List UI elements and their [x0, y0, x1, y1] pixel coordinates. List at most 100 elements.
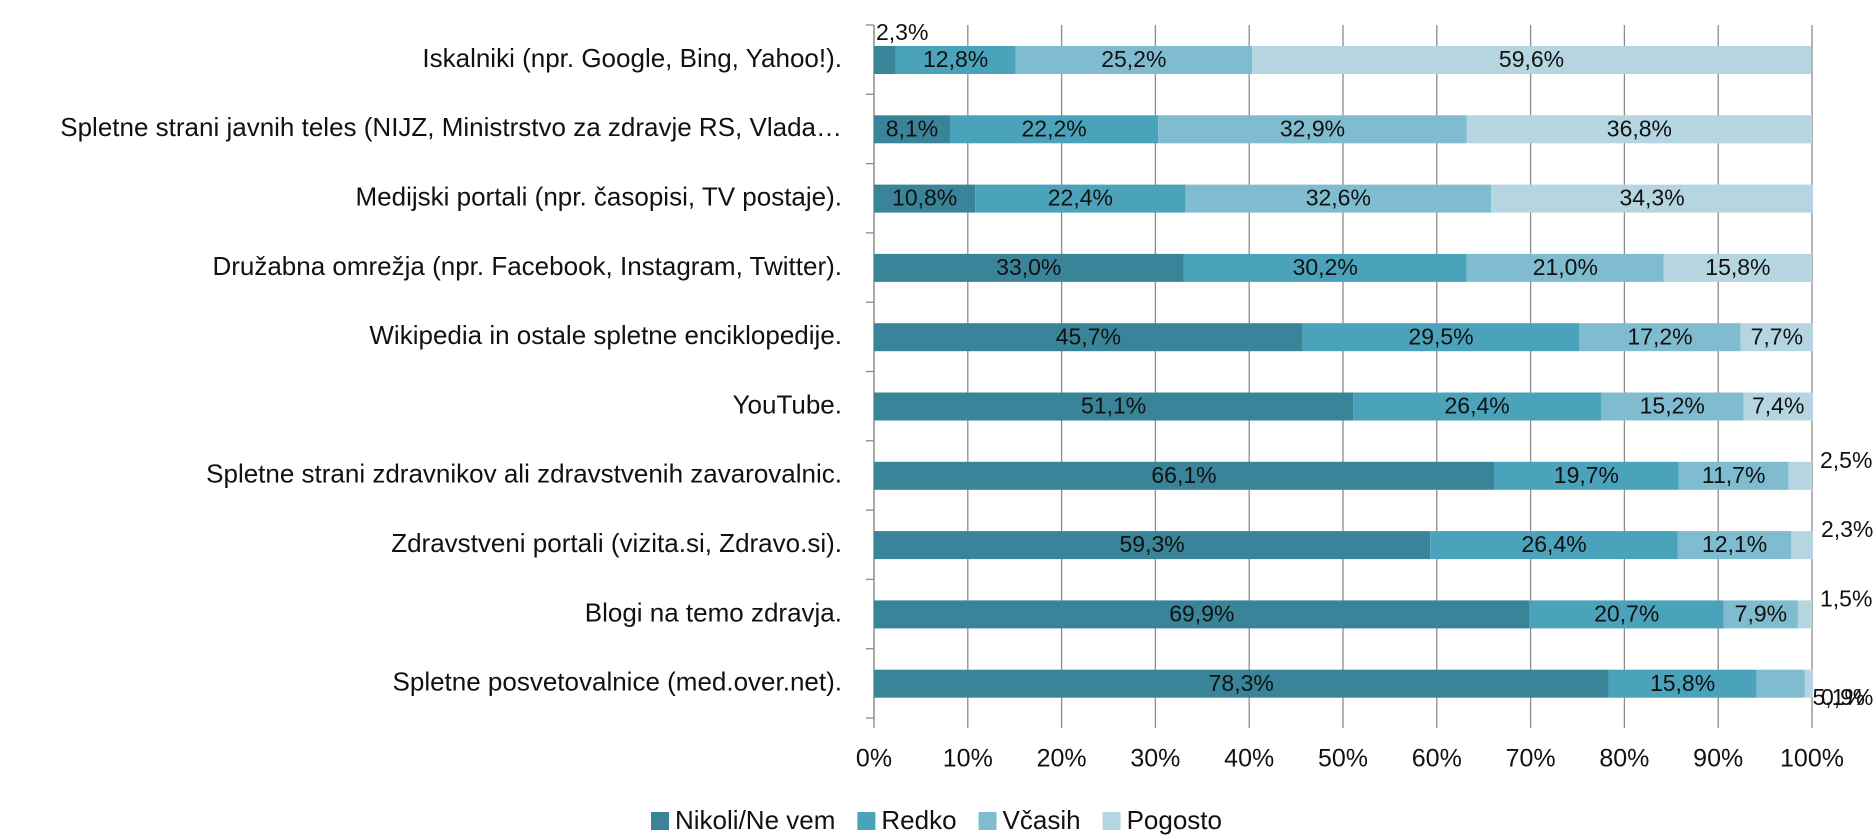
data-label: 29,5% [1408, 323, 1473, 349]
data-label: 21,0% [1533, 254, 1598, 280]
data-label: 5,1% [1812, 684, 1864, 710]
data-label: 22,2% [1021, 115, 1086, 141]
legend-label: Nikoli/Ne vem [675, 805, 835, 835]
bar-segment [874, 46, 896, 74]
bar-segment [874, 115, 950, 144]
bar-segment [1252, 46, 1812, 74]
data-label: 15,8% [1650, 670, 1715, 696]
data-label: 11,7% [1702, 462, 1766, 488]
category-label: Zdravstveni portali (vizita.si, Zdravo.s… [391, 528, 842, 558]
x-tick-label: 90% [1693, 745, 1743, 773]
category-label: Spletne posvetovalnice (med.over.net). [393, 667, 842, 697]
legend-swatch [857, 812, 876, 830]
bar-segment [1600, 392, 1744, 421]
data-label: 15,8% [1705, 254, 1770, 280]
x-tick-label: 0% [856, 745, 892, 773]
data-label: 45,7% [1056, 323, 1121, 349]
data-label: 33,0% [996, 254, 1061, 280]
bar-segment [1353, 392, 1601, 421]
category-label: Wikipedia in ostale spletne enciklopedij… [369, 320, 842, 350]
bar-segment [1740, 323, 1813, 352]
data-label: 30,2% [1293, 254, 1358, 280]
data-label: 12,8% [923, 46, 988, 72]
x-tick-label: 40% [1224, 745, 1274, 773]
bar-segment [1804, 669, 1813, 698]
bar-segment [1608, 669, 1757, 698]
category-label: Spletne strani javnih teles (NIJZ, Minis… [60, 112, 842, 142]
data-label: 22,4% [1048, 185, 1113, 211]
legend-swatch [978, 812, 997, 830]
data-label: 51,1% [1081, 393, 1146, 419]
data-label: 12,1% [1702, 531, 1767, 557]
bar-segment [874, 461, 1495, 490]
x-tick-label: 20% [1037, 745, 1087, 773]
bar-segment [1185, 184, 1492, 213]
data-label: 69,9% [1169, 600, 1234, 626]
x-tick-label: 80% [1599, 745, 1649, 773]
bar-segment [874, 253, 1184, 282]
category-label: YouTube. [733, 389, 842, 419]
legend-label: Redko [881, 805, 956, 835]
bar-segment [1183, 253, 1467, 282]
data-label: 7,4% [1752, 393, 1804, 419]
data-label: 25,2% [1101, 46, 1166, 72]
bar-segment [874, 600, 1530, 629]
bar-segment [1491, 184, 1813, 213]
bar-segment [1743, 392, 1813, 421]
data-label: 2,5% [1820, 447, 1872, 473]
x-tick-label: 50% [1318, 745, 1368, 773]
data-label: 66,1% [1151, 462, 1216, 488]
bar-segment [874, 531, 1431, 560]
bar-segment [1723, 600, 1798, 629]
category-label: Spletne strani zdravnikov ali zdravstven… [206, 459, 842, 489]
bar-segment [1797, 600, 1812, 629]
category-label: Blogi na temo zdravja. [585, 597, 842, 627]
legend-label: Včasih [1003, 805, 1081, 835]
bar-segment [1791, 531, 1813, 560]
data-label: 7,9% [1735, 600, 1787, 626]
data-label: 8,1% [886, 115, 938, 141]
bar-segment [1529, 600, 1724, 629]
x-tick-label: 30% [1130, 745, 1180, 773]
data-label: 7,7% [1751, 323, 1803, 349]
bar-segment [874, 669, 1609, 698]
bar-segment [975, 184, 1186, 213]
data-label: 32,6% [1306, 185, 1371, 211]
category-label: Medijski portali (npr. časopisi, TV post… [356, 181, 843, 211]
x-tick-label: 70% [1506, 745, 1556, 773]
category-label: Družabna omrežja (npr. Facebook, Instagr… [212, 251, 842, 281]
x-tick-label: 100% [1780, 745, 1844, 773]
data-label: 20,7% [1594, 600, 1659, 626]
data-label: 1,5% [1820, 585, 1872, 611]
data-label: 59,6% [1499, 46, 1564, 72]
legend-swatch [1102, 812, 1121, 830]
data-label: 34,3% [1619, 185, 1684, 211]
data-label: 15,2% [1640, 393, 1705, 419]
data-label: 36,8% [1607, 115, 1672, 141]
bar-segment [1663, 253, 1812, 282]
legend-swatch [651, 812, 670, 830]
data-label: 78,3% [1209, 670, 1274, 696]
data-label: 26,4% [1521, 531, 1586, 557]
bar-segment [949, 115, 1159, 144]
data-label: 2,3% [1821, 516, 1873, 542]
bar-segment [1430, 531, 1678, 560]
data-label: 10,8% [892, 185, 957, 211]
bar-segment [1158, 115, 1467, 144]
data-label: 17,2% [1627, 323, 1692, 349]
data-label: 19,7% [1554, 462, 1619, 488]
bar-segment [895, 46, 1016, 74]
bar-segment [1579, 323, 1741, 352]
bar-segment [1494, 461, 1679, 490]
data-label: 2,3% [876, 19, 928, 45]
bar-segment [1466, 253, 1664, 282]
bar-segment [874, 184, 976, 213]
category-label: Iskalniki (npr. Google, Bing, Yahoo!). [422, 43, 842, 73]
x-tick-label: 10% [943, 745, 993, 773]
bar-segment [874, 323, 1303, 352]
data-label: 32,9% [1280, 115, 1345, 141]
bar-segment [874, 392, 1354, 421]
data-label: 0,9% [1821, 684, 1873, 710]
